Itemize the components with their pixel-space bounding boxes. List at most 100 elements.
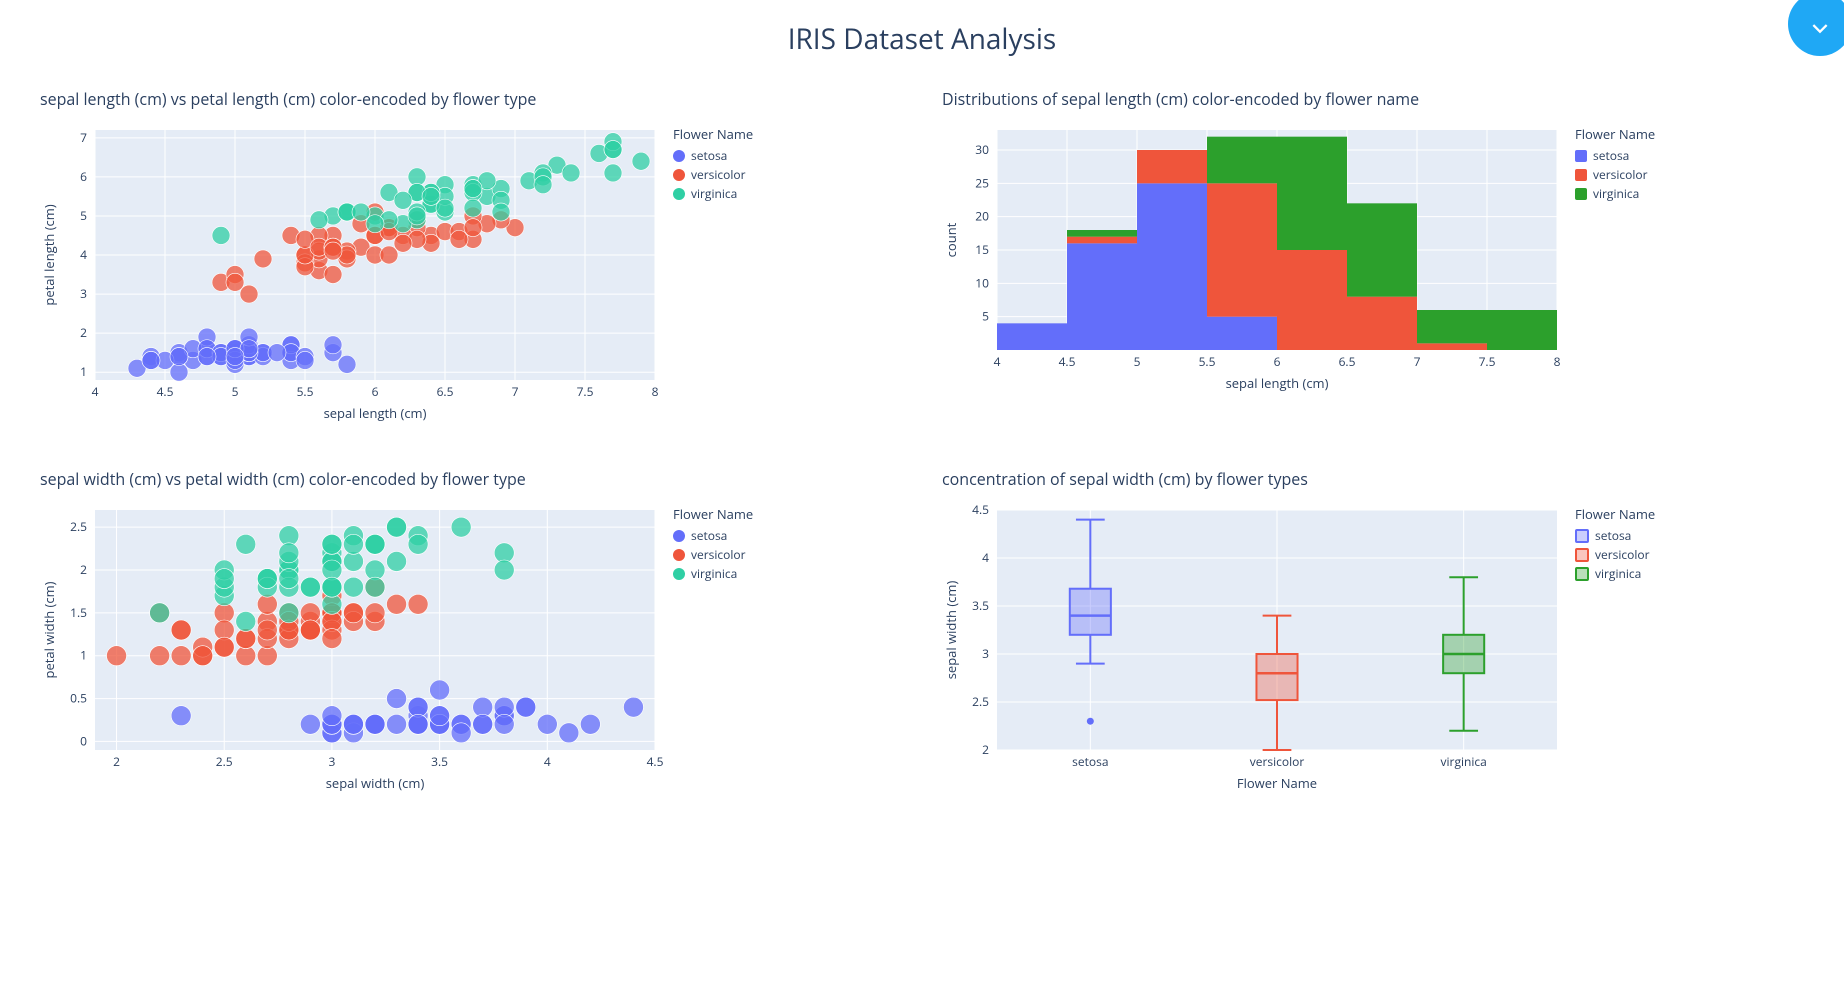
legend-item-setosa[interactable]: setosa	[1575, 147, 1655, 164]
svg-text:5: 5	[80, 207, 87, 224]
legend-label: versicolor	[1595, 546, 1650, 563]
legend-item-versicolor[interactable]: versicolor	[1575, 166, 1655, 183]
svg-text:2: 2	[80, 561, 87, 578]
svg-text:3.5: 3.5	[972, 597, 989, 614]
svg-text:4: 4	[994, 353, 1001, 370]
chart3-title: sepal width (cm) vs petal width (cm) col…	[40, 468, 902, 490]
svg-text:7: 7	[512, 383, 519, 400]
svg-text:25: 25	[975, 174, 989, 191]
legend-title: Flower Name	[1575, 125, 1655, 143]
svg-text:setosa: setosa	[1072, 753, 1108, 770]
chart4-legend: Flower Name setosa versicolor virginica	[1575, 505, 1655, 798]
svg-text:4.5: 4.5	[1059, 353, 1076, 370]
svg-text:6: 6	[372, 383, 379, 400]
svg-text:3: 3	[328, 753, 335, 770]
svg-text:7.5: 7.5	[577, 383, 594, 400]
panel-scatter-sepal-petal-width: sepal width (cm) vs petal width (cm) col…	[40, 468, 902, 808]
svg-text:6: 6	[80, 168, 87, 185]
chart1-title: sepal length (cm) vs petal length (cm) c…	[40, 88, 902, 110]
legend-item-versicolor[interactable]: versicolor	[673, 546, 753, 563]
svg-text:5.5: 5.5	[1199, 353, 1216, 370]
svg-text:sepal width (cm): sepal width (cm)	[326, 774, 425, 792]
legend-title: Flower Name	[1575, 505, 1655, 523]
svg-text:versicolor: versicolor	[1250, 753, 1305, 770]
svg-text:6: 6	[1274, 353, 1281, 370]
legend-label: setosa	[1595, 527, 1631, 544]
svg-text:2.5: 2.5	[216, 753, 233, 770]
svg-text:4: 4	[982, 549, 989, 566]
chart4-title: concentration of sepal width (cm) by flo…	[942, 468, 1804, 490]
svg-text:4: 4	[544, 753, 551, 770]
legend-item-setosa[interactable]: setosa	[673, 527, 753, 544]
svg-text:6.5: 6.5	[437, 383, 454, 400]
svg-text:2.5: 2.5	[972, 693, 989, 710]
chart3-plot[interactable]: 2 2.5 3 3.5 4 4.5 0 0.5 1 1.5 2 2.5 sepal width (cm)…	[40, 500, 665, 798]
svg-text:count: count	[942, 222, 960, 257]
svg-text:1: 1	[80, 363, 87, 380]
legend-label: virginica	[1595, 565, 1641, 582]
chart2-title: Distributions of sepal length (cm) color…	[942, 88, 1804, 110]
svg-text:4.5: 4.5	[157, 383, 174, 400]
svg-text:5.5: 5.5	[297, 383, 314, 400]
legend-label: versicolor	[1593, 166, 1648, 183]
legend-label: setosa	[1593, 147, 1629, 164]
svg-text:0.5: 0.5	[70, 690, 87, 707]
legend-label: versicolor	[691, 166, 746, 183]
legend-item-setosa[interactable]: setosa	[1575, 527, 1655, 544]
svg-text:8: 8	[1554, 353, 1561, 370]
svg-text:2.5: 2.5	[70, 518, 87, 535]
legend-label: virginica	[691, 185, 737, 202]
svg-text:4.5: 4.5	[647, 753, 664, 770]
svg-text:6.5: 6.5	[1339, 353, 1356, 370]
panel-scatter-sepal-petal-length: sepal length (cm) vs petal length (cm) c…	[40, 88, 902, 428]
svg-text:petal length (cm): petal length (cm)	[40, 204, 58, 305]
svg-text:1: 1	[80, 647, 87, 664]
svg-text:15: 15	[975, 241, 989, 258]
svg-text:20: 20	[975, 208, 989, 225]
svg-text:1.5: 1.5	[70, 604, 87, 621]
svg-text:7.5: 7.5	[1479, 353, 1496, 370]
svg-text:4: 4	[92, 383, 99, 400]
svg-text:3.5: 3.5	[431, 753, 448, 770]
chart4-plot[interactable]: 22.533.544.5setosaversicolorvirginicaFlo…	[942, 500, 1567, 798]
svg-text:8: 8	[652, 383, 659, 400]
svg-text:2: 2	[80, 324, 87, 341]
svg-text:4.5: 4.5	[972, 501, 989, 518]
legend-title: Flower Name	[673, 125, 753, 143]
legend-item-virginica[interactable]: virginica	[1575, 565, 1655, 582]
legend-item-virginica[interactable]: virginica	[673, 185, 753, 202]
legend-item-versicolor[interactable]: versicolor	[673, 166, 753, 183]
svg-text:0: 0	[80, 732, 87, 749]
legend-label: virginica	[1593, 185, 1639, 202]
svg-text:sepal length (cm): sepal length (cm)	[1226, 374, 1329, 392]
legend-label: versicolor	[691, 546, 746, 563]
svg-text:petal width (cm): petal width (cm)	[40, 581, 58, 678]
svg-text:2: 2	[982, 741, 989, 758]
svg-text:5: 5	[232, 383, 239, 400]
svg-text:10: 10	[975, 274, 989, 291]
legend-item-virginica[interactable]: virginica	[1575, 185, 1655, 202]
legend-label: virginica	[691, 565, 737, 582]
svg-text:5: 5	[1134, 353, 1141, 370]
chart3-legend: Flower Name setosa versicolor virginica	[673, 505, 753, 798]
chart1-plot[interactable]: 4 4.5 5 5.5 6 6.5 7 7.5 8 1 2 3 4 5 6 7 sepal length (cm…	[40, 120, 665, 428]
page-title: IRIS Dataset Analysis	[0, 20, 1844, 58]
legend-label: setosa	[691, 147, 727, 164]
svg-text:4: 4	[80, 246, 87, 263]
panel-histogram-sepal-length: Distributions of sepal length (cm) color…	[942, 88, 1804, 428]
legend-item-versicolor[interactable]: versicolor	[1575, 546, 1655, 563]
panel-boxplot-sepal-width: concentration of sepal width (cm) by flo…	[942, 468, 1804, 808]
svg-text:7: 7	[1414, 353, 1421, 370]
svg-text:7: 7	[80, 129, 87, 146]
chart2-plot[interactable]: 44.555.566.577.5851015202530sepal length…	[942, 120, 1567, 398]
legend-title: Flower Name	[673, 505, 753, 523]
svg-text:sepal length (cm): sepal length (cm)	[324, 404, 427, 422]
chart1-legend: Flower Name setosa versicolor virginica	[673, 125, 753, 428]
svg-text:sepal width (cm): sepal width (cm)	[942, 581, 960, 680]
legend-item-setosa[interactable]: setosa	[673, 147, 753, 164]
chart2-legend: Flower Name setosa versicolor virginica	[1575, 125, 1655, 398]
svg-text:2: 2	[113, 753, 120, 770]
legend-item-virginica[interactable]: virginica	[673, 565, 753, 582]
svg-text:3: 3	[80, 285, 87, 302]
svg-text:virginica: virginica	[1441, 753, 1487, 770]
